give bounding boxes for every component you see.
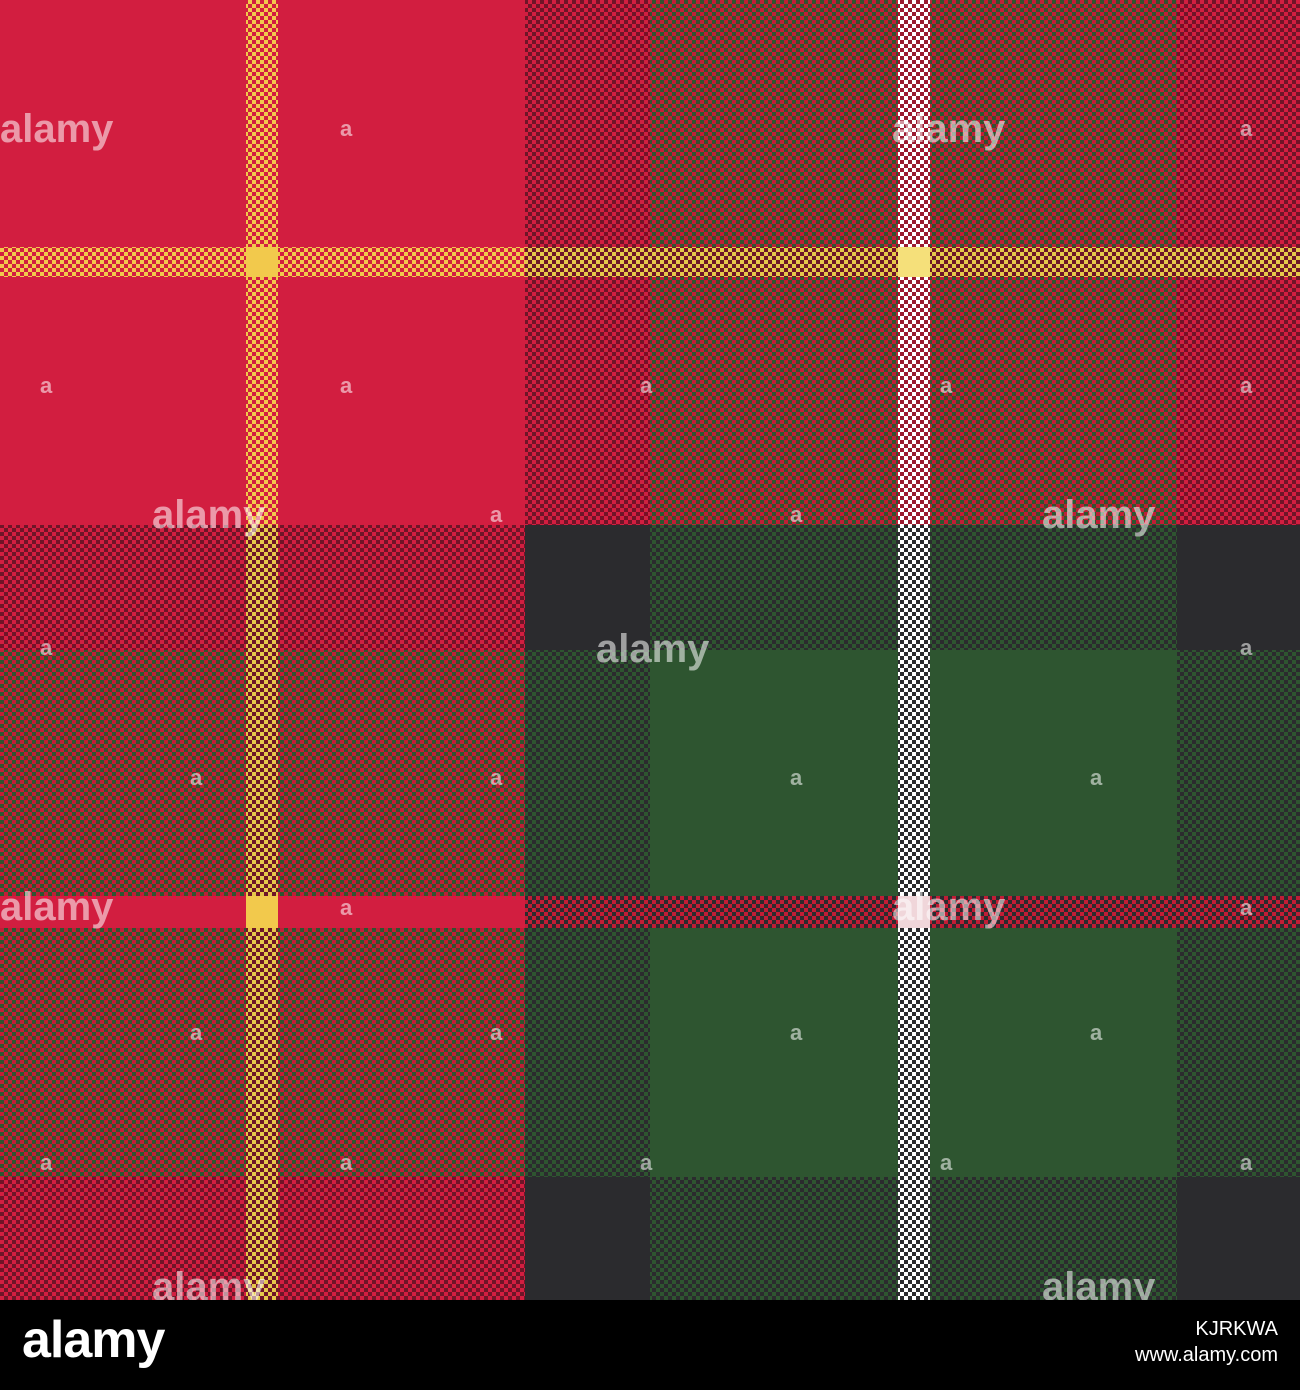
watermark-small: a (40, 373, 53, 398)
panel-red-green-yellow (0, 525, 525, 1300)
watermark-text: alamy (1042, 493, 1156, 537)
panel-red-white (525, 0, 1300, 525)
watermark-small: a (340, 1150, 353, 1175)
stock-footer-bar: alamy KJRKWA www.alamy.com (0, 1300, 1300, 1390)
image-id: KJRKWA (1195, 1318, 1278, 1340)
watermark-text: alamy (892, 885, 1006, 929)
watermark-small: a (640, 1150, 653, 1175)
watermark-small: a (190, 765, 203, 790)
watermark-text: alamy (152, 493, 266, 537)
watermark-small: a (1240, 373, 1253, 398)
panel-green-white (525, 525, 1300, 1300)
watermark-small: a (490, 1020, 503, 1045)
watermark-small: a (340, 373, 353, 398)
watermark-small: a (40, 1150, 53, 1175)
watermark-small: a (40, 635, 53, 660)
watermark-text: alamy (596, 627, 710, 671)
watermark-small: a (340, 116, 353, 141)
image-info: KJRKWA www.alamy.com (1135, 1316, 1278, 1368)
watermark-text: alamy (1042, 1265, 1156, 1300)
watermark-layer: alamy alamy alamy alamy alamy alamy alam… (0, 107, 1253, 1300)
watermark-small: a (490, 502, 503, 527)
watermark-small: a (490, 765, 503, 790)
watermark-small: a (940, 1150, 953, 1175)
watermark-small: a (940, 373, 953, 398)
panel-red-yellow (0, 0, 525, 525)
watermark-small: a (790, 1020, 803, 1045)
watermark-small: a (640, 373, 653, 398)
site-url[interactable]: www.alamy.com (1135, 1344, 1278, 1366)
watermark-small: a (1240, 895, 1253, 920)
watermark-small: a (1240, 1150, 1253, 1175)
watermark-small: a (1240, 635, 1253, 660)
alamy-logo[interactable]: alamy (22, 1311, 165, 1369)
watermark-text: alamy (0, 107, 114, 151)
watermark-small: a (1090, 765, 1103, 790)
tartan-artwork: alamy alamy alamy alamy alamy alamy alam… (0, 0, 1300, 1300)
watermark-small: a (790, 502, 803, 527)
watermark-text: alamy (152, 1265, 266, 1300)
watermark-small: a (340, 895, 353, 920)
watermark-text: alamy (0, 885, 114, 929)
watermark-small: a (1240, 116, 1253, 141)
watermark-small: a (790, 765, 803, 790)
watermark-small: a (1090, 1020, 1103, 1045)
watermark-text: alamy (892, 107, 1006, 151)
watermark-small: a (190, 1020, 203, 1045)
